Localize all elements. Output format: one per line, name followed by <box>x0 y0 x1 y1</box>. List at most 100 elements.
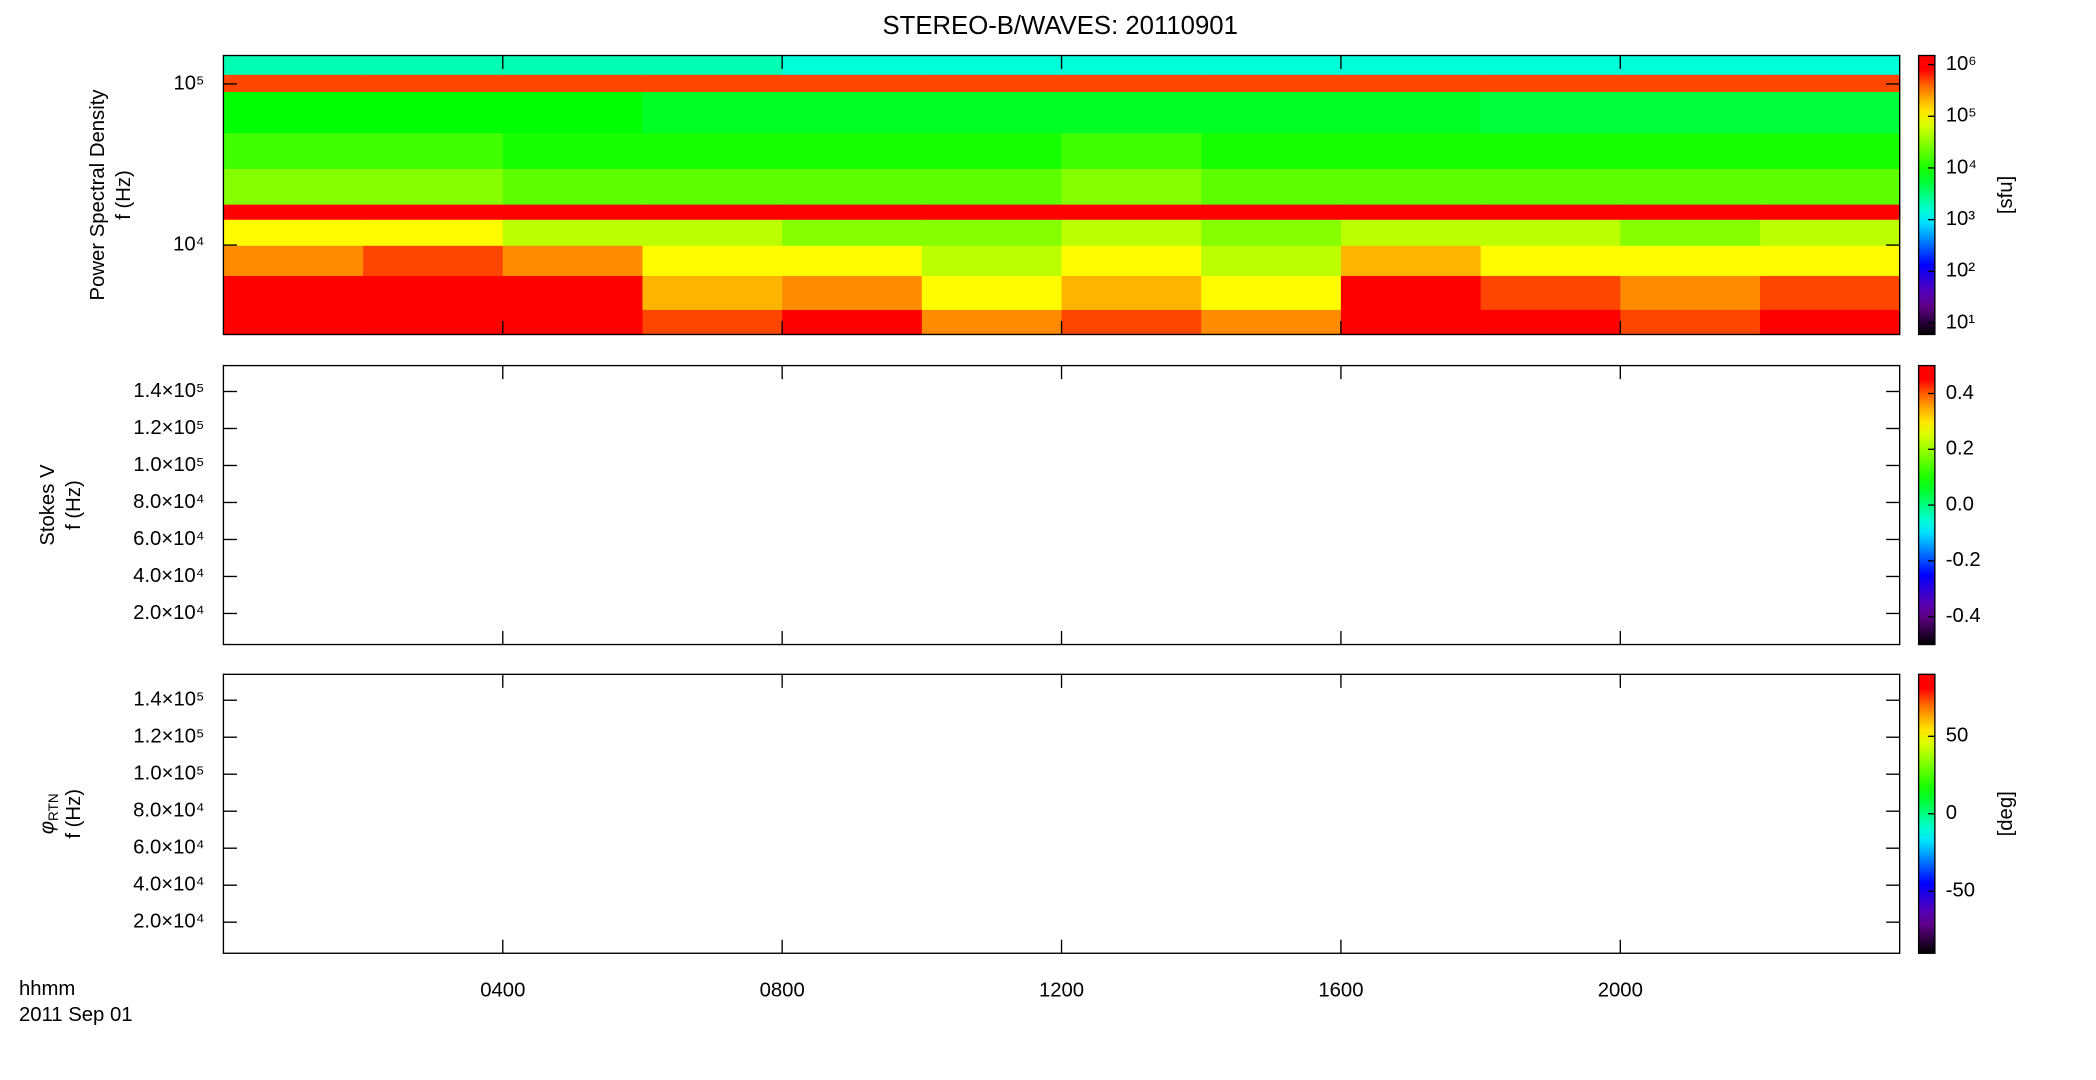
heatmap-cell <box>1620 168 1761 205</box>
y-axis-label: Power Spectral Density <box>87 89 109 301</box>
heatmap-cell <box>1480 91 1621 134</box>
heatmap-cell <box>782 203 923 220</box>
heatmap-cell <box>921 55 1063 75</box>
y-tick-label: 10⁴ <box>173 233 204 255</box>
heatmap-cell <box>1759 245 1901 276</box>
y-tick-label: 8.0×10⁴ <box>133 491 204 513</box>
heatmap-cell <box>1061 203 1202 220</box>
heatmap-cell <box>363 203 504 220</box>
heatmap-cell <box>502 275 644 310</box>
heatmap-cell <box>1480 245 1621 276</box>
heatmap-cell <box>782 275 923 310</box>
heatmap-cell <box>363 219 504 246</box>
y-axis-label: f (Hz) <box>63 480 85 530</box>
heatmap-cell <box>1061 74 1202 92</box>
y-axis-label-subscript: RTN <box>46 793 61 821</box>
heatmap-cell <box>921 74 1063 92</box>
heatmap-cell <box>1061 55 1202 75</box>
heatmap-cell <box>782 74 923 92</box>
heatmap-cell <box>1201 203 1342 220</box>
colorbar-tick-label: 10⁶ <box>1946 53 1977 75</box>
heatmap-cell <box>642 275 783 310</box>
heatmap-cell <box>1061 309 1202 336</box>
heatmap-cell <box>1201 275 1342 310</box>
x-tick-label: 1200 <box>1039 980 1084 1002</box>
heatmap-cell <box>1340 245 1482 276</box>
y-tick-label: 10⁵ <box>173 72 204 94</box>
colorbar-tick-label: -0.2 <box>1946 549 1981 571</box>
heatmap-cell <box>223 74 364 92</box>
heatmap-cell <box>1620 219 1761 246</box>
heatmap-cell <box>782 245 923 276</box>
heatmap-cell <box>1201 74 1342 92</box>
heatmap-cell <box>1480 74 1621 92</box>
date-label: 2011 Sep 01 <box>19 1004 133 1026</box>
heatmap-cell <box>1620 275 1761 310</box>
heatmap-cell <box>921 203 1063 220</box>
heatmap-cell <box>1620 91 1761 134</box>
heatmap-cell <box>782 55 923 75</box>
heatmap-cell <box>1620 132 1761 169</box>
colorbar-tick-label: 0.2 <box>1946 438 1974 460</box>
heatmap-cell <box>1061 132 1202 169</box>
heatmap-cell <box>642 91 783 134</box>
colorbar-tick-label: 0 <box>1946 802 1957 824</box>
y-tick-label: 4.0×10⁴ <box>133 565 204 587</box>
heatmap-cell <box>921 309 1063 336</box>
heatmap-cell <box>1759 132 1901 169</box>
colorbar-tick-label: 0.0 <box>1946 493 1974 515</box>
colorbar-label: [deg] <box>1995 791 2017 836</box>
heatmap-cell <box>782 309 923 336</box>
heatmap-cell <box>1480 203 1621 220</box>
heatmap-cell <box>1620 245 1761 276</box>
x-tick-label: 0400 <box>480 980 525 1002</box>
heatmap-cell <box>1340 168 1482 205</box>
heatmap-cell <box>223 245 364 276</box>
x-tick-label: 2000 <box>1598 980 1643 1002</box>
heatmap-cell <box>642 132 783 169</box>
heatmap-cell <box>1061 168 1202 205</box>
colorbar-tick-label: 10¹ <box>1946 311 1976 333</box>
heatmap-cell <box>1340 132 1482 169</box>
y-tick-label: 1.2×10⁵ <box>133 417 204 439</box>
heatmap-cell <box>223 55 364 75</box>
y-tick-label: 1.2×10⁵ <box>133 726 204 748</box>
heatmap-cell <box>921 275 1063 310</box>
heatmap-cell <box>921 168 1063 205</box>
x-tick-label: 0800 <box>760 980 805 1002</box>
heatmap-cell <box>1759 91 1901 134</box>
heatmap-cell <box>1480 275 1621 310</box>
heatmap-cell <box>502 219 644 246</box>
heatmap-cell <box>223 309 364 336</box>
heatmap-cell <box>1340 74 1482 92</box>
plot-frame <box>222 673 1901 954</box>
heatmap-cell <box>223 132 364 169</box>
heatmap-cell <box>921 132 1063 169</box>
colorbar-tick-label: 10⁴ <box>1946 156 1977 178</box>
heatmap-cell <box>1620 55 1761 75</box>
y-tick-label: 4.0×10⁴ <box>133 874 204 896</box>
heatmap-cell <box>363 245 504 276</box>
heatmap-cell <box>1759 203 1901 220</box>
heatmap-cell <box>363 132 504 169</box>
plot-frame <box>222 364 1901 646</box>
heatmap-cell <box>1201 219 1342 246</box>
heatmap-cell <box>1759 168 1901 205</box>
colorbar <box>1917 54 1936 336</box>
heatmap-cell <box>1480 168 1621 205</box>
heatmap-cell <box>1480 309 1621 336</box>
heatmap-cell <box>1340 91 1482 134</box>
y-tick-label: 2.0×10⁴ <box>133 602 204 624</box>
heatmap-cell <box>642 74 783 92</box>
heatmap-cell <box>502 245 644 276</box>
heatmap-cell <box>1340 219 1482 246</box>
heatmap-cell <box>1201 245 1342 276</box>
heatmap-cell <box>502 55 644 75</box>
heatmap-cell <box>1201 309 1342 336</box>
colorbar-tick-label: -0.4 <box>1946 605 1981 627</box>
heatmap-cell <box>1340 55 1482 75</box>
heatmap-cell <box>1480 219 1621 246</box>
x-tick-label: 1600 <box>1318 980 1363 1002</box>
heatmap-cell <box>1201 168 1342 205</box>
heatmap-cell <box>1480 132 1621 169</box>
